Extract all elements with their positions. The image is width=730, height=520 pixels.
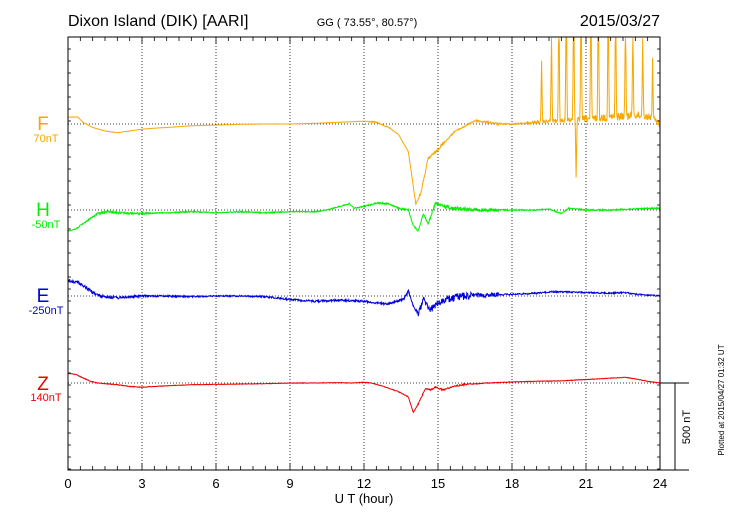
date-label: 2015/03/27 xyxy=(580,13,660,30)
scale-bar: 500 nT xyxy=(660,382,693,471)
series-baseline-z: 140nT xyxy=(30,392,61,404)
series-traces xyxy=(67,37,661,414)
station-title: Dixon Island (DIK) [AARI] xyxy=(68,13,249,30)
x-axis-label: U T (hour) xyxy=(335,491,394,506)
x-tick-label: 24 xyxy=(653,476,667,491)
series-name-f: F xyxy=(37,114,49,135)
x-tick-label: 3 xyxy=(138,476,145,491)
series-line-h xyxy=(67,201,661,232)
series-line-f xyxy=(67,37,661,206)
series-line-z xyxy=(67,372,661,414)
scale-bar-label: 500 nT xyxy=(681,410,693,445)
x-ticks: 0 3 6 9 12 15 18 21 24 xyxy=(64,37,667,491)
series-baseline-f: 70nT xyxy=(33,133,58,145)
x-tick-label: 0 xyxy=(64,476,71,491)
x-tick-label: 18 xyxy=(505,476,519,491)
plotted-timestamp: Plotted at 2015/04/27 01:32 UT xyxy=(717,344,726,455)
series-line-e xyxy=(67,278,661,317)
series-name-h: H xyxy=(36,200,50,221)
series-baseline-h: -50nT xyxy=(32,219,61,231)
x-tick-label: 6 xyxy=(212,476,219,491)
series-name-z: Z xyxy=(37,374,49,395)
x-tick-label: 9 xyxy=(286,476,293,491)
x-tick-label: 21 xyxy=(579,476,593,491)
grid-lines xyxy=(68,37,660,470)
x-tick-label: 15 xyxy=(431,476,445,491)
x-tick-label: 12 xyxy=(357,476,371,491)
series-baseline-e: -250nT xyxy=(29,305,64,317)
coordinates-label: GG ( 73.55°, 80.57°) xyxy=(317,17,418,29)
series-name-e: E xyxy=(37,286,50,307)
